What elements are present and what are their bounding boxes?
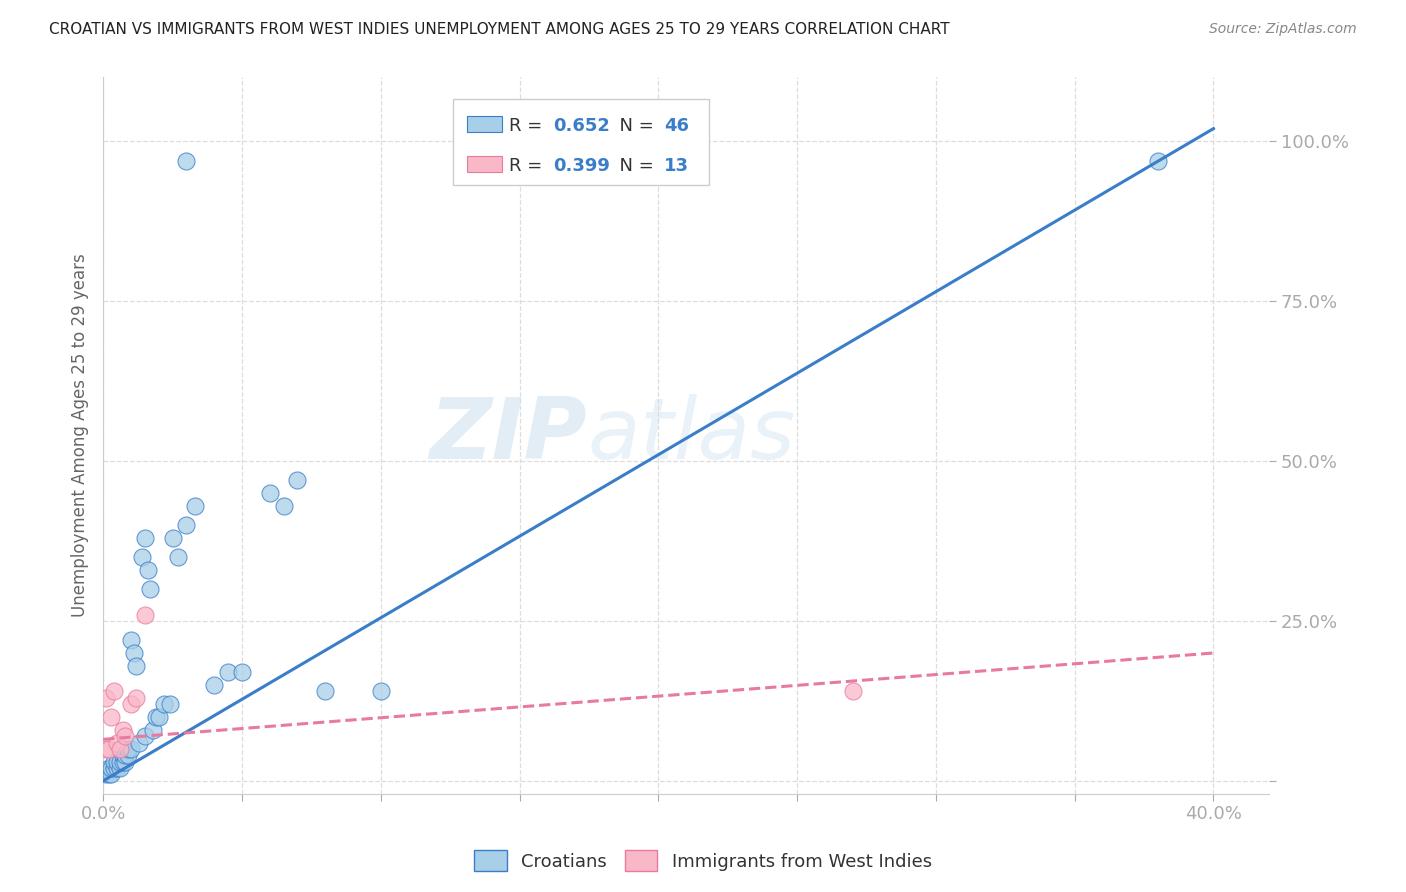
Point	[167, 550, 190, 565]
Point	[108, 742, 131, 756]
Point	[184, 499, 207, 513]
Point	[117, 742, 139, 756]
Point	[841, 684, 863, 698]
Text: R =: R =	[509, 118, 548, 136]
Text: N =: N =	[607, 118, 659, 136]
Point	[145, 710, 167, 724]
Point	[100, 767, 122, 781]
Point	[134, 729, 156, 743]
Point	[100, 761, 122, 775]
Point	[122, 646, 145, 660]
Point	[114, 755, 136, 769]
Text: ZIP: ZIP	[429, 394, 586, 477]
Point	[202, 678, 225, 692]
Point	[128, 735, 150, 749]
Point	[117, 748, 139, 763]
Text: CROATIAN VS IMMIGRANTS FROM WEST INDIES UNEMPLOYMENT AMONG AGES 25 TO 29 YEARS C: CROATIAN VS IMMIGRANTS FROM WEST INDIES …	[49, 22, 950, 37]
Point	[131, 550, 153, 565]
Text: 46: 46	[664, 118, 689, 136]
Point	[94, 690, 117, 705]
Text: 13: 13	[664, 157, 689, 175]
Point	[134, 531, 156, 545]
Point	[114, 729, 136, 743]
Text: R =: R =	[509, 157, 548, 175]
Point	[136, 563, 159, 577]
Point	[162, 531, 184, 545]
Y-axis label: Unemployment Among Ages 25 to 29 years: Unemployment Among Ages 25 to 29 years	[72, 253, 89, 617]
Point	[134, 607, 156, 622]
Point	[314, 684, 336, 698]
Point	[103, 755, 125, 769]
Point	[111, 755, 134, 769]
Point	[125, 690, 148, 705]
Point	[142, 723, 165, 737]
Text: atlas: atlas	[586, 394, 794, 477]
Point	[125, 658, 148, 673]
Point	[114, 748, 136, 763]
Point	[159, 697, 181, 711]
Point	[105, 735, 128, 749]
Point	[153, 697, 176, 711]
Point	[231, 665, 253, 680]
Text: Source: ZipAtlas.com: Source: ZipAtlas.com	[1209, 22, 1357, 37]
Point	[273, 499, 295, 513]
Point	[94, 767, 117, 781]
Point	[100, 710, 122, 724]
Point	[97, 761, 120, 775]
Point	[120, 697, 142, 711]
Text: 0.652: 0.652	[553, 118, 610, 136]
Point	[105, 755, 128, 769]
Point	[259, 486, 281, 500]
Point	[111, 723, 134, 737]
Point	[217, 665, 239, 680]
Point	[120, 742, 142, 756]
Point	[103, 684, 125, 698]
Point	[1147, 153, 1170, 168]
Point	[105, 761, 128, 775]
Point	[370, 684, 392, 698]
Point	[108, 755, 131, 769]
Point	[287, 473, 309, 487]
FancyBboxPatch shape	[453, 99, 710, 185]
Point	[176, 518, 198, 533]
Point	[120, 633, 142, 648]
Point	[139, 582, 162, 596]
Point	[148, 710, 170, 724]
Legend: Croatians, Immigrants from West Indies: Croatians, Immigrants from West Indies	[467, 843, 939, 879]
Point	[108, 761, 131, 775]
Text: N =: N =	[607, 157, 659, 175]
FancyBboxPatch shape	[467, 156, 502, 171]
Point	[103, 761, 125, 775]
Point	[111, 748, 134, 763]
Text: 0.399: 0.399	[553, 157, 610, 175]
Point	[97, 742, 120, 756]
Point	[94, 742, 117, 756]
FancyBboxPatch shape	[467, 116, 502, 132]
Point	[97, 767, 120, 781]
Point	[176, 153, 198, 168]
